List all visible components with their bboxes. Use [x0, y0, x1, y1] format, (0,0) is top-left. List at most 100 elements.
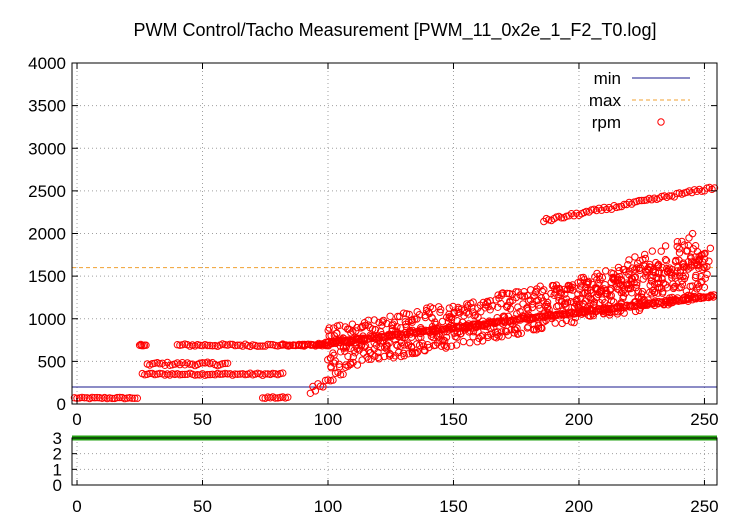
rpm-point: [624, 261, 632, 269]
rpm-point: [495, 332, 503, 340]
rpm-point: [311, 387, 320, 395]
rpm-point: [346, 360, 355, 369]
rpm-point: [397, 342, 405, 350]
rpm-point: [636, 304, 645, 312]
rpm-point: [397, 324, 405, 332]
rpm-point: [534, 324, 543, 332]
rpm-point: [648, 247, 656, 255]
rpm-point: [679, 272, 687, 281]
rpm-point: [394, 312, 402, 321]
rpm-point: [349, 358, 357, 367]
rpm-point: [640, 196, 648, 205]
legend-swatch-rpm: [657, 118, 665, 126]
rpm-panel-y-tick-label: 3000: [28, 139, 66, 158]
rpm-point: [425, 343, 433, 352]
rpm-point: [435, 329, 444, 338]
rpm-point: [617, 202, 626, 211]
rpm-point: [216, 370, 224, 378]
rpm-point: [93, 393, 101, 402]
rpm-point: [634, 287, 643, 295]
rpm-point: [596, 276, 604, 284]
rpm-point: [231, 370, 239, 378]
rpm-point: [339, 370, 347, 378]
rpm-point: [633, 279, 641, 287]
rpm-point: [615, 267, 623, 275]
rpm-point: [665, 192, 673, 200]
rpm-point: [274, 394, 282, 402]
rpm-point: [226, 340, 234, 348]
rpm-point: [341, 347, 349, 355]
rpm-point: [703, 270, 711, 278]
rpm-panel-x-tick-label: 50: [193, 410, 212, 429]
pwm-panel-x-tick-label: 50: [193, 497, 212, 516]
rpm-point: [408, 326, 417, 334]
chart-title: PWM Control/Tacho Measurement [PWM_11_0x…: [134, 20, 657, 41]
rpm-point: [661, 255, 670, 264]
rpm-point: [454, 303, 462, 312]
rpm-panel-x-tick-label: 250: [690, 410, 718, 429]
rpm-panel-y-tick-label: 3500: [28, 97, 66, 116]
rpm-point: [651, 268, 660, 277]
rpm-point: [413, 348, 422, 356]
rpm-point: [607, 296, 616, 305]
rpm-point: [667, 297, 675, 305]
rpm-point: [393, 328, 402, 336]
rpm-point: [578, 310, 586, 318]
rpm-panel-x-tick-label: 150: [439, 410, 467, 429]
rpm-point: [473, 338, 481, 346]
rpm-point: [176, 371, 184, 379]
rpm-point: [456, 330, 465, 338]
rpm-point: [661, 242, 670, 250]
legend-label-max: max: [589, 91, 622, 110]
rpm-point: [660, 279, 668, 287]
rpm-point: [659, 288, 667, 296]
rpm-point: [642, 272, 650, 280]
rpm-point: [374, 336, 383, 345]
rpm-point: [641, 250, 649, 259]
rpm-point: [669, 284, 678, 293]
rpm-point: [428, 326, 437, 334]
rpm-point: [116, 393, 124, 402]
rpm-point: [486, 306, 494, 314]
rpm-point: [259, 342, 267, 350]
rpm-point: [552, 285, 561, 293]
rpm-point: [579, 290, 587, 298]
rpm-panel-x-tick-label: 100: [314, 410, 342, 429]
rpm-point: [128, 394, 136, 402]
rpm-point: [399, 349, 408, 357]
rpm-point: [497, 299, 505, 308]
rpm-point: [411, 315, 419, 323]
rpm-point: [105, 394, 114, 402]
rpm-point: [568, 286, 577, 294]
rpm-point: [478, 337, 487, 345]
rpm-point: [477, 332, 485, 341]
rpm-point: [697, 272, 705, 281]
rpm-point: [256, 342, 264, 350]
pwm-panel-x-tick-label: 0: [72, 497, 81, 516]
rpm-point: [329, 324, 338, 332]
pwm-panel-y-tick-label: 3: [53, 429, 62, 448]
rpm-point: [564, 282, 573, 290]
rpm-point: [233, 370, 242, 378]
rpm-point: [459, 337, 468, 346]
rpm-point: [186, 360, 194, 368]
rpm-point: [206, 341, 214, 350]
rpm-point: [334, 368, 342, 377]
rpm-point: [557, 214, 566, 222]
rpm-point: [662, 257, 671, 265]
rpm-point: [650, 280, 659, 289]
rpm-point: [233, 341, 242, 349]
rpm-point: [631, 307, 640, 316]
rpm-point: [494, 291, 502, 299]
rpm-point: [193, 371, 202, 379]
rpm-point: [266, 340, 274, 349]
pwm-panel-y-tick-label: 0: [53, 476, 62, 495]
rpm-point: [450, 309, 458, 318]
rpm-point: [635, 196, 643, 205]
rpm-point: [284, 393, 292, 401]
rpm-point: [471, 311, 480, 319]
rpm-point: [655, 268, 663, 276]
rpm-point: [650, 301, 659, 310]
rpm-point: [584, 311, 593, 320]
